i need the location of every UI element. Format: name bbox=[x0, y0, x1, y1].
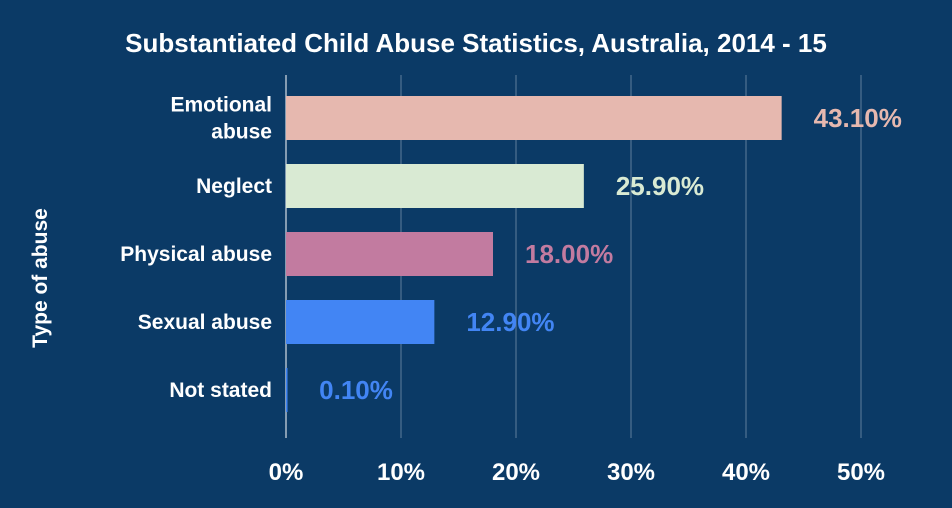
x-tick-label: 40% bbox=[722, 459, 770, 486]
y-axis-label: Type of abuse bbox=[29, 208, 52, 348]
bar bbox=[286, 300, 435, 344]
data-label: 25.90% bbox=[616, 171, 704, 201]
x-tick-labels: 0% 10% 20% 30% 40% 50% bbox=[269, 459, 885, 486]
data-label: 12.90% bbox=[466, 307, 554, 337]
x-tick-label: 30% bbox=[607, 459, 655, 486]
category-label: Physical abuse bbox=[120, 243, 272, 266]
data-label: 0.10% bbox=[319, 375, 393, 405]
x-tick-label: 20% bbox=[492, 459, 540, 486]
x-tick-label: 10% bbox=[377, 459, 425, 486]
category-label: Neglect bbox=[196, 175, 272, 198]
data-label: 43.10% bbox=[814, 103, 902, 133]
category-label: Not stated bbox=[169, 379, 272, 402]
data-labels: 43.10% 25.90% 18.00% 12.90% 0.10% bbox=[319, 103, 902, 405]
category-label: Sexual abuse bbox=[138, 311, 272, 334]
category-labels: Emotional abuse Neglect Physical abuse Sexua… bbox=[120, 94, 272, 403]
data-label: 18.00% bbox=[525, 239, 613, 269]
bar bbox=[286, 96, 782, 140]
x-tick-label: 50% bbox=[837, 459, 885, 486]
bar bbox=[286, 232, 493, 276]
category-label: Emotional abuse bbox=[170, 94, 272, 144]
chart-title: Substantiated Child Abuse Statistics, Au… bbox=[125, 28, 827, 58]
bars bbox=[286, 96, 782, 412]
x-tick-label: 0% bbox=[269, 459, 304, 486]
bar bbox=[286, 368, 288, 412]
bar bbox=[286, 164, 584, 208]
